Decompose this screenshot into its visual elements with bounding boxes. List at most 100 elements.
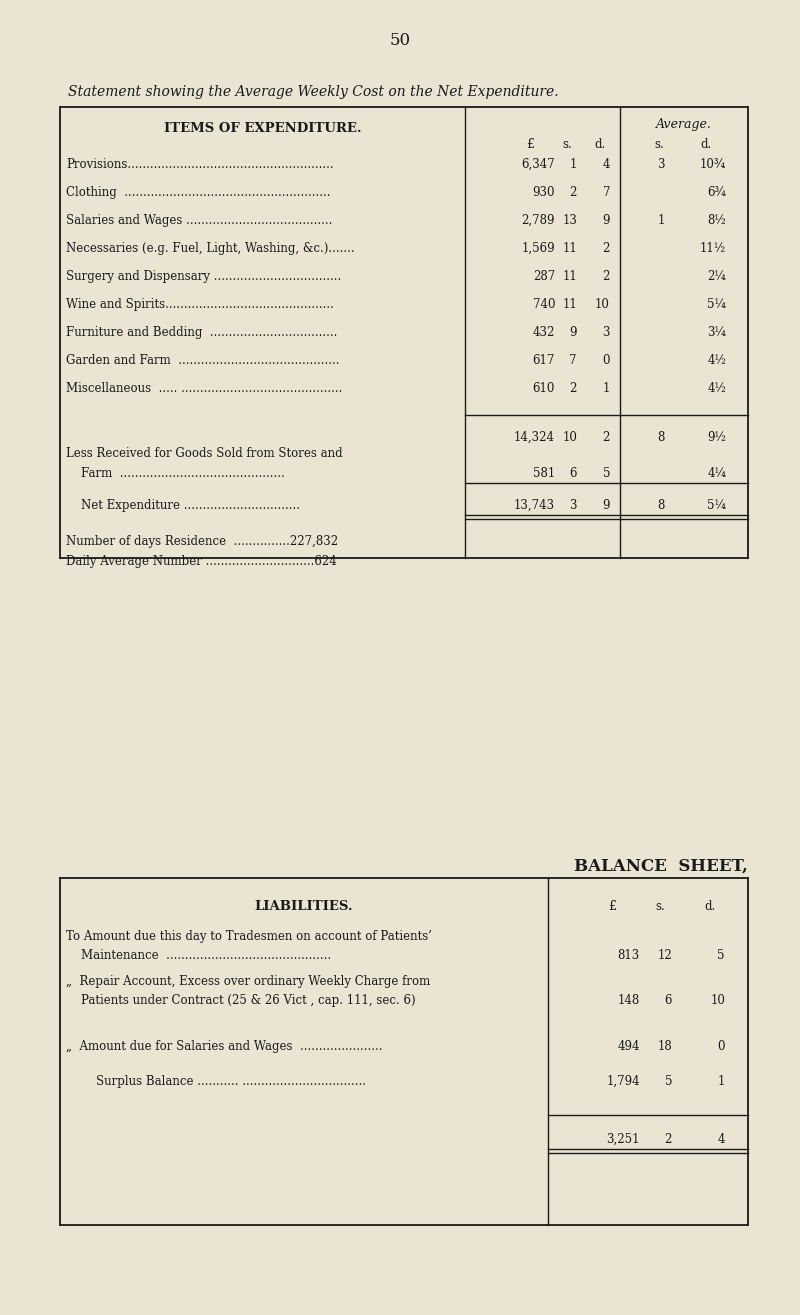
Text: 7: 7 <box>570 354 577 367</box>
Text: Average.: Average. <box>656 118 712 132</box>
Text: 9½: 9½ <box>707 431 726 444</box>
Text: 10¾: 10¾ <box>700 158 726 171</box>
Text: 813: 813 <box>618 949 640 963</box>
Text: £: £ <box>608 899 616 913</box>
Text: 2: 2 <box>570 381 577 394</box>
Text: „  Repair Account, Excess over ordinary Weekly Charge from: „ Repair Account, Excess over ordinary W… <box>66 974 430 988</box>
Text: 1,794: 1,794 <box>606 1074 640 1088</box>
Text: 2: 2 <box>665 1134 672 1145</box>
Text: Maintenance  ............................................: Maintenance ............................… <box>66 949 331 963</box>
Text: 287: 287 <box>533 270 555 283</box>
Text: 6: 6 <box>570 467 577 480</box>
Text: Patients under Contract (25 & 26 Vict , cap. 111, sec. 6): Patients under Contract (25 & 26 Vict , … <box>66 994 416 1007</box>
Text: 740: 740 <box>533 299 555 312</box>
Text: 11½: 11½ <box>700 242 726 255</box>
Text: 4: 4 <box>718 1134 725 1145</box>
Text: 3¼: 3¼ <box>707 326 726 339</box>
Text: 1: 1 <box>602 381 610 394</box>
Text: Necessaries (e.g. Fuel, Light, Washing, &c.).......: Necessaries (e.g. Fuel, Light, Washing, … <box>66 242 354 255</box>
Text: 13,743: 13,743 <box>514 498 555 512</box>
Text: 1,569: 1,569 <box>522 242 555 255</box>
Text: 6,347: 6,347 <box>522 158 555 171</box>
Text: 10: 10 <box>562 431 577 444</box>
Text: 11: 11 <box>562 242 577 255</box>
Text: 432: 432 <box>533 326 555 339</box>
Text: 11: 11 <box>562 270 577 283</box>
Text: 10: 10 <box>595 299 610 312</box>
Text: 7: 7 <box>602 185 610 199</box>
Text: Daily Average Number .............................624: Daily Average Number ...................… <box>66 555 337 568</box>
Text: 1: 1 <box>570 158 577 171</box>
Text: 9: 9 <box>570 326 577 339</box>
Text: 5: 5 <box>718 949 725 963</box>
Text: 10: 10 <box>710 994 725 1007</box>
Text: Surgery and Dispensary ..................................: Surgery and Dispensary .................… <box>66 270 342 283</box>
Text: 2: 2 <box>602 431 610 444</box>
Text: 4¼: 4¼ <box>707 467 726 480</box>
Text: 6¾: 6¾ <box>707 185 726 199</box>
Text: Statement showing the Average Weekly Cost on the Net Expenditure.: Statement showing the Average Weekly Cos… <box>68 85 558 99</box>
Text: 930: 930 <box>533 185 555 199</box>
Text: To Amount due this day to Tradesmen on account of Patients’: To Amount due this day to Tradesmen on a… <box>66 930 432 943</box>
Text: Number of days Residence  ...............227,832: Number of days Residence ...............… <box>66 535 338 548</box>
Text: 2: 2 <box>570 185 577 199</box>
Text: Furniture and Bedding  ..................................: Furniture and Bedding ..................… <box>66 326 338 339</box>
Text: 0: 0 <box>602 354 610 367</box>
Text: d.: d. <box>704 899 716 913</box>
Text: 2¼: 2¼ <box>707 270 726 283</box>
Text: 4: 4 <box>602 158 610 171</box>
Text: ITEMS OF EXPENDITURE.: ITEMS OF EXPENDITURE. <box>164 122 362 135</box>
Text: 8½: 8½ <box>707 214 726 227</box>
Text: 1: 1 <box>658 214 665 227</box>
Text: 494: 494 <box>618 1040 640 1053</box>
Text: 0: 0 <box>718 1040 725 1053</box>
Text: BALANCE  SHEET,: BALANCE SHEET, <box>574 857 748 874</box>
Text: 2: 2 <box>602 242 610 255</box>
Text: 12: 12 <box>658 949 672 963</box>
Text: Net Expenditure ...............................: Net Expenditure ........................… <box>66 498 300 512</box>
Text: 2: 2 <box>602 270 610 283</box>
Text: 3: 3 <box>570 498 577 512</box>
Text: Clothing  .......................................................: Clothing ...............................… <box>66 185 330 199</box>
Text: 8: 8 <box>658 431 665 444</box>
Text: 581: 581 <box>533 467 555 480</box>
Text: d.: d. <box>594 138 606 151</box>
Text: „  Amount due for Salaries and Wages  ......................: „ Amount due for Salaries and Wages ....… <box>66 1040 382 1053</box>
Text: Farm  ............................................: Farm ...................................… <box>66 467 285 480</box>
Text: 18: 18 <box>658 1040 672 1053</box>
Text: 9: 9 <box>602 498 610 512</box>
Text: Surplus Balance ........... .................................: Surplus Balance ........... ............… <box>66 1074 366 1088</box>
Text: 50: 50 <box>390 32 410 49</box>
Text: 2,789: 2,789 <box>522 214 555 227</box>
Text: 148: 148 <box>618 994 640 1007</box>
Text: 6: 6 <box>665 994 672 1007</box>
Text: Provisions.......................................................: Provisions..............................… <box>66 158 334 171</box>
Text: 4½: 4½ <box>707 381 726 394</box>
Text: £: £ <box>526 138 534 151</box>
Text: 1: 1 <box>718 1074 725 1088</box>
Text: 5¼: 5¼ <box>707 498 726 512</box>
Text: s.: s. <box>655 899 665 913</box>
Text: 11: 11 <box>562 299 577 312</box>
Text: Salaries and Wages .......................................: Salaries and Wages .....................… <box>66 214 332 227</box>
Text: Miscellaneous  ..... ...........................................: Miscellaneous ..... ....................… <box>66 381 342 394</box>
Text: s.: s. <box>654 138 664 151</box>
Text: Less Received for Goods Sold from Stores and: Less Received for Goods Sold from Stores… <box>66 447 342 460</box>
Text: 3: 3 <box>602 326 610 339</box>
Text: s.: s. <box>562 138 572 151</box>
Text: 3: 3 <box>658 158 665 171</box>
Text: 13: 13 <box>562 214 577 227</box>
Text: 8: 8 <box>658 498 665 512</box>
Text: LIABILITIES.: LIABILITIES. <box>254 899 354 913</box>
Text: Garden and Farm  ...........................................: Garden and Farm ........................… <box>66 354 339 367</box>
Text: 3,251: 3,251 <box>606 1134 640 1145</box>
Text: 4½: 4½ <box>707 354 726 367</box>
Text: Wine and Spirits.............................................: Wine and Spirits........................… <box>66 299 334 312</box>
Text: 5¼: 5¼ <box>707 299 726 312</box>
Text: 5: 5 <box>665 1074 672 1088</box>
Text: 610: 610 <box>533 381 555 394</box>
Text: 5: 5 <box>602 467 610 480</box>
Text: d.: d. <box>700 138 712 151</box>
Text: 617: 617 <box>533 354 555 367</box>
Text: 14,324: 14,324 <box>514 431 555 444</box>
